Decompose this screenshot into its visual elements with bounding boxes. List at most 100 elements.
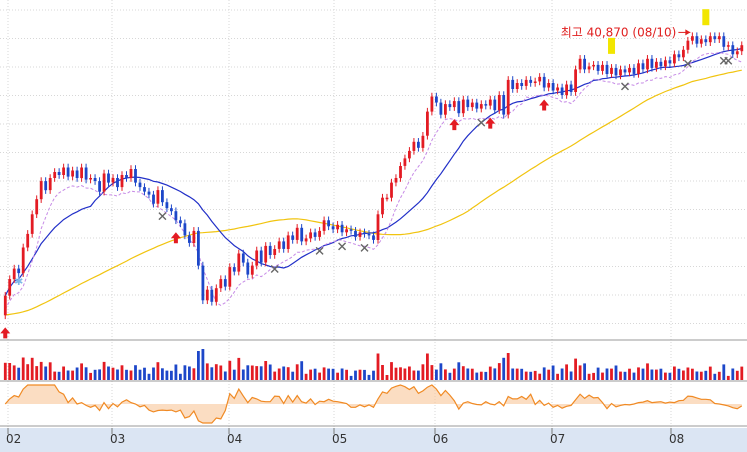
candle-body (417, 141, 420, 148)
volume-bar (268, 364, 272, 380)
x-marker (158, 212, 167, 221)
candle-body (601, 64, 604, 71)
volume-bar (237, 357, 241, 380)
volume-bar (138, 369, 142, 380)
volume-bar (484, 371, 488, 380)
candle-body (502, 95, 506, 115)
volume-bar (466, 368, 470, 380)
candle-body (277, 241, 281, 249)
candle-body (641, 63, 645, 70)
candle-body (156, 190, 160, 204)
candle-body (569, 84, 573, 92)
volume-bar (327, 368, 330, 380)
candle-body (309, 232, 312, 239)
volume-bar (614, 365, 618, 380)
x-marker (477, 118, 486, 127)
volume-bar (349, 375, 353, 380)
candle-body (726, 45, 730, 47)
candle-body (134, 169, 137, 183)
candle-body (497, 95, 501, 111)
candle-body (376, 214, 380, 240)
volume-bar (143, 367, 146, 380)
volume-bar (71, 370, 74, 380)
candle-body (102, 173, 106, 192)
candle-body (48, 178, 52, 191)
volume-bar (623, 371, 627, 380)
volume-bar (372, 370, 375, 380)
candle-body (291, 235, 295, 240)
candle-body (331, 226, 335, 230)
volume-bar (475, 372, 479, 380)
volume-bar (461, 366, 465, 380)
volume-bar (219, 365, 223, 380)
candle-body (259, 250, 263, 263)
candle-body (740, 45, 744, 52)
candle-body (8, 279, 12, 296)
ma-dashed-line (4, 51, 742, 310)
candle-body (461, 99, 465, 114)
volume-bar (120, 365, 124, 380)
candle-body (493, 99, 497, 111)
x-marker (360, 243, 369, 252)
volume-bar (713, 373, 717, 380)
volume-bar (560, 368, 564, 380)
up-arrow-marker (0, 327, 11, 339)
candle-body (435, 96, 438, 103)
candle-body (268, 245, 272, 255)
volume-bar (156, 362, 160, 380)
x-marker (724, 56, 733, 65)
volume-bar (93, 369, 97, 380)
candle-body (399, 166, 402, 179)
volume-bar (704, 370, 708, 380)
volume-bar (188, 366, 191, 380)
volume-bar (511, 368, 515, 380)
volume-bar (610, 368, 613, 380)
candle-body (12, 268, 16, 280)
volume-bar (731, 368, 735, 380)
volume-bar (628, 368, 631, 380)
volume-bar (376, 353, 380, 380)
volume-bar (578, 365, 582, 380)
volume-bar (556, 373, 559, 380)
candle-body (664, 60, 667, 67)
candle-body (475, 102, 479, 109)
candle-body (722, 36, 726, 47)
volume-bar (318, 372, 321, 380)
candle-body (120, 175, 124, 188)
volume-bar (412, 370, 416, 380)
candle-body (592, 64, 595, 67)
volume-bar (646, 363, 649, 380)
candle-body (731, 45, 735, 55)
volume-bar (421, 364, 425, 380)
candle-body (408, 150, 411, 159)
volume-bar (740, 366, 744, 380)
volume-bar (479, 371, 483, 380)
candle-body (704, 39, 708, 43)
volume-bar (699, 371, 703, 380)
candle-body (363, 232, 366, 234)
candle-body (430, 96, 434, 112)
candle-body (354, 230, 357, 237)
volume-bar (39, 361, 43, 380)
candle-body (300, 227, 304, 242)
star-marker: ✱ (14, 275, 23, 288)
candle-body (62, 167, 65, 175)
candle-body (372, 235, 375, 240)
volume-bar (439, 363, 443, 380)
volume-bar (426, 353, 429, 380)
time-axis-label: 08 (669, 432, 684, 446)
volume-bar (205, 363, 209, 380)
candle-body (53, 172, 57, 178)
volume-bar (286, 367, 290, 380)
volume-bar (129, 370, 133, 380)
up-arrow-marker (539, 99, 550, 111)
time-axis-label: 04 (227, 432, 242, 446)
candle-body (524, 79, 528, 86)
up-arrow-marker (485, 117, 496, 129)
candle-body (75, 170, 79, 178)
candle-body (35, 199, 39, 215)
volume-bar (331, 368, 335, 380)
volume-bar (291, 371, 295, 380)
volume-bar (223, 371, 227, 380)
volume-bar (111, 367, 115, 380)
